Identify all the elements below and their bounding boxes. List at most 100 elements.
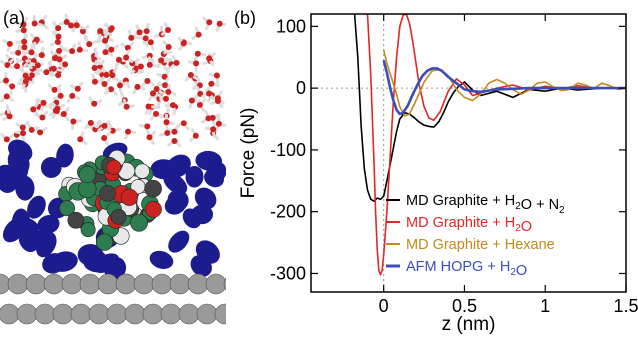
water-molecule (125, 129, 135, 139)
graphite-substrate (0, 274, 226, 324)
y-tick-label: 100 (276, 16, 306, 36)
graphite-atom (188, 274, 208, 294)
water-molecule (217, 21, 226, 31)
series-line-1 (368, 14, 594, 275)
graphite-atom (161, 304, 181, 324)
water-molecule (162, 24, 171, 35)
graphite-atom (143, 304, 163, 324)
molecular-snapshot-panel: (a) (0, 0, 226, 335)
graphite-atom (197, 304, 217, 324)
water-molecule (203, 90, 214, 98)
legend-label: AFM HOPG + H2O (406, 259, 527, 279)
y-tick-label: -300 (270, 263, 306, 283)
graphite-atom (215, 304, 226, 324)
graphite-atom (107, 304, 127, 324)
water-molecule (11, 46, 21, 56)
water-molecule (193, 28, 202, 38)
cluster-atom (81, 222, 95, 236)
water-molecule (60, 15, 70, 25)
graphite-atom (116, 274, 136, 294)
water-molecule (140, 123, 150, 133)
graphite-atom (62, 274, 82, 294)
water-molecule (134, 26, 143, 36)
water-molecule (35, 128, 46, 136)
water-molecule (117, 82, 127, 92)
cluster-atom (96, 234, 113, 251)
graphite-atom (89, 304, 109, 324)
water-molecules (0, 15, 226, 146)
water-molecule (6, 83, 15, 93)
surface-cluster (59, 150, 162, 250)
cluster-atom (130, 214, 147, 231)
water-molecule (0, 73, 9, 83)
x-tick-label: 0 (379, 296, 389, 316)
water-molecule (151, 111, 162, 119)
x-tick-label: 1.5 (613, 296, 638, 316)
molecular-snapshot-image: (a) (0, 0, 226, 335)
water-molecule (51, 39, 62, 48)
graphite-atom (152, 274, 172, 294)
cluster-atom (100, 185, 116, 201)
water-molecule (17, 123, 28, 131)
water-molecule (101, 133, 109, 144)
graphite-atom (125, 304, 145, 324)
water-molecule (122, 43, 133, 51)
cluster-atom (79, 166, 96, 183)
water-molecule (70, 118, 80, 128)
cluster-atom (145, 201, 161, 217)
legend-label: MD Graphite + H2O (406, 215, 532, 235)
water-molecule (161, 126, 171, 136)
water-molecule (169, 138, 180, 146)
panel-b-label: (b) (234, 8, 256, 28)
nitrogen-molecule (164, 227, 193, 257)
series-line-2 (384, 50, 626, 116)
graphite-atom (8, 274, 28, 294)
water-molecule (90, 98, 101, 107)
graphite-atom (26, 274, 46, 294)
graphite-atom (134, 274, 154, 294)
water-molecule (61, 109, 68, 120)
water-molecule (177, 120, 188, 129)
graphite-atom (35, 304, 55, 324)
graphite-atom (44, 274, 64, 294)
graphite-atom (206, 274, 226, 294)
cluster-atom (145, 180, 162, 197)
water-molecule (40, 66, 50, 75)
water-molecule (77, 43, 87, 53)
water-molecule (204, 18, 213, 29)
series-line-0 (355, 14, 602, 201)
graphite-atom (0, 304, 19, 324)
legend-label: MD Graphite + H2O + N2 (406, 193, 565, 216)
legend-label: MD Graphite + Hexane (406, 237, 555, 253)
graphite-atom (80, 274, 100, 294)
water-molecule (77, 133, 86, 144)
y-axis-label: Force (pN) (238, 108, 259, 199)
graphite-atom (71, 304, 91, 324)
water-molecule (142, 78, 153, 86)
x-tick-label: 1 (540, 296, 550, 316)
x-axis-label: z (nm) (442, 314, 496, 335)
cluster-atom (135, 164, 150, 179)
graphite-atom (53, 304, 73, 324)
water-molecule (195, 51, 205, 60)
graphite-atom (17, 304, 37, 324)
x-tick-label: 0.5 (452, 296, 477, 316)
cluster-atom (107, 160, 122, 175)
water-molecule (85, 38, 95, 47)
water-molecule (110, 124, 120, 133)
water-molecule (71, 83, 82, 92)
cluster-atom (68, 212, 84, 228)
water-molecule (123, 51, 132, 61)
water-molecule (191, 130, 199, 141)
series-lines (355, 14, 626, 275)
water-molecule (189, 60, 199, 70)
water-molecule (17, 35, 27, 45)
graphite-atom (98, 274, 118, 294)
water-molecule (2, 135, 13, 143)
cluster-atom (111, 209, 126, 224)
y-tick-label: 0 (296, 78, 306, 98)
graphite-atom (179, 304, 199, 324)
